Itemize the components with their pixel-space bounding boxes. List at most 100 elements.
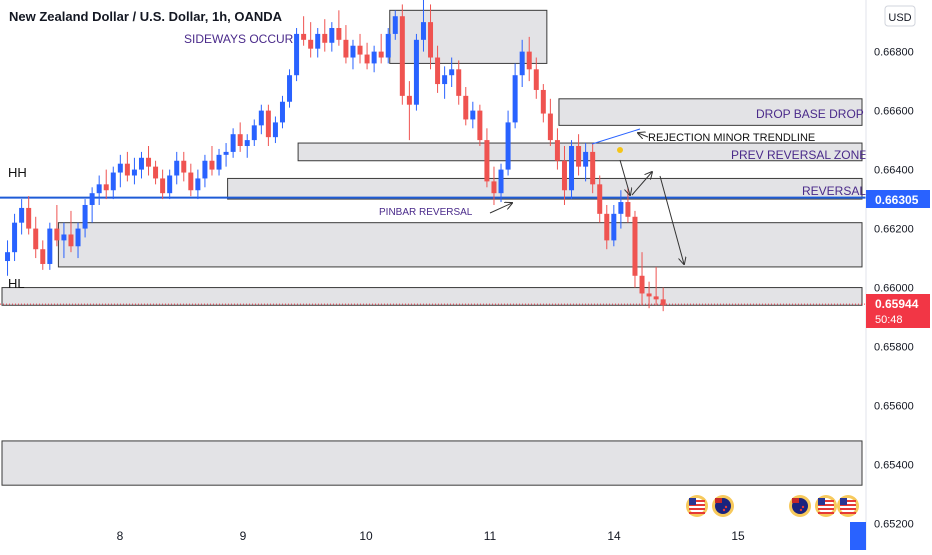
candle[interactable] — [399, 4, 405, 105]
path-arrow-3[interactable] — [659, 175, 684, 264]
candle[interactable] — [463, 87, 469, 126]
candle[interactable] — [68, 210, 74, 253]
zone-drop-base-drop[interactable] — [558, 98, 863, 126]
candle[interactable] — [89, 187, 95, 223]
candle[interactable] — [202, 154, 208, 188]
candle[interactable] — [449, 57, 455, 88]
candle[interactable] — [371, 45, 377, 73]
candle[interactable] — [512, 63, 518, 129]
candle[interactable] — [618, 190, 624, 229]
candle[interactable] — [343, 25, 349, 64]
candle[interactable] — [181, 151, 187, 182]
candle[interactable] — [477, 104, 483, 146]
candle[interactable] — [604, 204, 610, 250]
candle[interactable] — [308, 22, 314, 58]
candle[interactable] — [569, 140, 575, 200]
candle[interactable] — [40, 240, 46, 270]
candle[interactable] — [153, 160, 159, 185]
zone-reversal[interactable] — [227, 177, 863, 200]
candle[interactable] — [61, 222, 67, 259]
time-scroll-marker[interactable] — [850, 522, 866, 550]
candle[interactable] — [82, 199, 88, 238]
candle[interactable] — [357, 33, 363, 64]
zone-demand-3[interactable] — [1, 440, 863, 486]
candle[interactable] — [124, 151, 130, 182]
rejection-trendline[interactable] — [591, 128, 641, 145]
candle[interactable] — [110, 166, 116, 200]
candle[interactable] — [364, 42, 370, 70]
candle[interactable] — [195, 169, 201, 200]
candle[interactable] — [491, 166, 497, 205]
nz-flag-icon[interactable] — [789, 495, 811, 517]
path-arrow-1[interactable] — [619, 159, 630, 195]
candle[interactable] — [420, 0, 426, 52]
candle[interactable] — [378, 33, 384, 64]
candle[interactable] — [131, 157, 137, 185]
candle[interactable] — [385, 28, 391, 64]
candle[interactable] — [484, 128, 490, 188]
candle[interactable] — [547, 98, 553, 146]
candle[interactable] — [315, 28, 321, 58]
candle[interactable] — [117, 154, 123, 188]
candle[interactable] — [519, 39, 525, 88]
candle[interactable] — [237, 122, 243, 152]
candle[interactable] — [216, 148, 222, 176]
candle[interactable] — [26, 196, 32, 235]
candle[interactable] — [103, 169, 109, 200]
candle[interactable] — [230, 128, 236, 158]
candle[interactable] — [54, 204, 60, 247]
candle[interactable] — [138, 151, 144, 179]
candle[interactable] — [653, 266, 659, 306]
candle[interactable] — [350, 39, 356, 70]
candle[interactable] — [597, 175, 603, 223]
zone-demand-1[interactable] — [57, 222, 863, 268]
candle[interactable] — [442, 66, 448, 99]
candle[interactable] — [272, 116, 278, 144]
candle[interactable] — [660, 287, 666, 312]
candle[interactable] — [251, 119, 257, 146]
candle[interactable] — [279, 95, 285, 129]
candle[interactable] — [33, 216, 39, 259]
candle[interactable] — [174, 151, 180, 185]
candle[interactable] — [294, 28, 300, 82]
us-flag-icon[interactable] — [815, 495, 837, 517]
candle[interactable] — [406, 81, 412, 141]
candle[interactable] — [498, 163, 504, 203]
candle[interactable] — [632, 210, 638, 288]
candle[interactable] — [428, 4, 434, 70]
us-flag-icon[interactable] — [686, 495, 708, 517]
candle[interactable] — [258, 104, 264, 135]
candle[interactable] — [160, 169, 166, 200]
candle[interactable] — [265, 104, 271, 146]
candle[interactable] — [561, 145, 567, 205]
candle[interactable] — [533, 57, 539, 99]
rejection-arrow[interactable] — [638, 133, 649, 137]
candle[interactable] — [188, 163, 194, 197]
candle[interactable] — [413, 33, 419, 111]
candle[interactable] — [223, 143, 229, 167]
candle[interactable] — [329, 22, 335, 52]
candle[interactable] — [209, 145, 215, 176]
candle[interactable] — [526, 36, 532, 82]
candle[interactable] — [470, 101, 476, 129]
candle[interactable] — [435, 45, 441, 93]
candle[interactable] — [19, 199, 25, 235]
candle[interactable] — [639, 252, 645, 306]
candle[interactable] — [540, 84, 546, 123]
candle[interactable] — [336, 10, 342, 46]
pinbar-arrow[interactable] — [489, 203, 512, 214]
candle[interactable] — [167, 169, 173, 200]
candle[interactable] — [12, 213, 18, 262]
candle[interactable] — [611, 204, 617, 247]
candle[interactable] — [646, 281, 652, 309]
candle[interactable] — [75, 222, 81, 259]
currency-label[interactable]: USD — [888, 12, 911, 24]
candle[interactable] — [96, 175, 102, 205]
us-flag-icon[interactable] — [837, 495, 859, 517]
candle[interactable] — [590, 143, 596, 194]
zone-demand-2[interactable] — [1, 287, 863, 306]
candle[interactable] — [554, 128, 560, 170]
candle[interactable] — [456, 60, 462, 105]
